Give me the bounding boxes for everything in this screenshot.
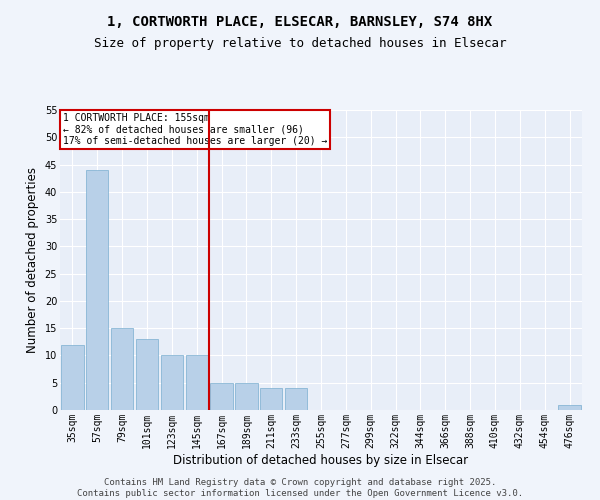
Text: 1, CORTWORTH PLACE, ELSECAR, BARNSLEY, S74 8HX: 1, CORTWORTH PLACE, ELSECAR, BARNSLEY, S… — [107, 15, 493, 29]
Bar — [111, 328, 133, 410]
Bar — [260, 388, 283, 410]
Bar — [211, 382, 233, 410]
Bar — [86, 170, 109, 410]
Bar — [185, 356, 208, 410]
Bar — [61, 344, 83, 410]
Bar — [559, 404, 581, 410]
Text: 1 CORTWORTH PLACE: 155sqm
← 82% of detached houses are smaller (96)
17% of semi-: 1 CORTWORTH PLACE: 155sqm ← 82% of detac… — [62, 113, 327, 146]
X-axis label: Distribution of detached houses by size in Elsecar: Distribution of detached houses by size … — [173, 454, 469, 466]
Bar — [161, 356, 183, 410]
Bar — [136, 339, 158, 410]
Text: Size of property relative to detached houses in Elsecar: Size of property relative to detached ho… — [94, 38, 506, 51]
Text: Contains HM Land Registry data © Crown copyright and database right 2025.
Contai: Contains HM Land Registry data © Crown c… — [77, 478, 523, 498]
Y-axis label: Number of detached properties: Number of detached properties — [26, 167, 39, 353]
Bar — [285, 388, 307, 410]
Bar — [235, 382, 257, 410]
